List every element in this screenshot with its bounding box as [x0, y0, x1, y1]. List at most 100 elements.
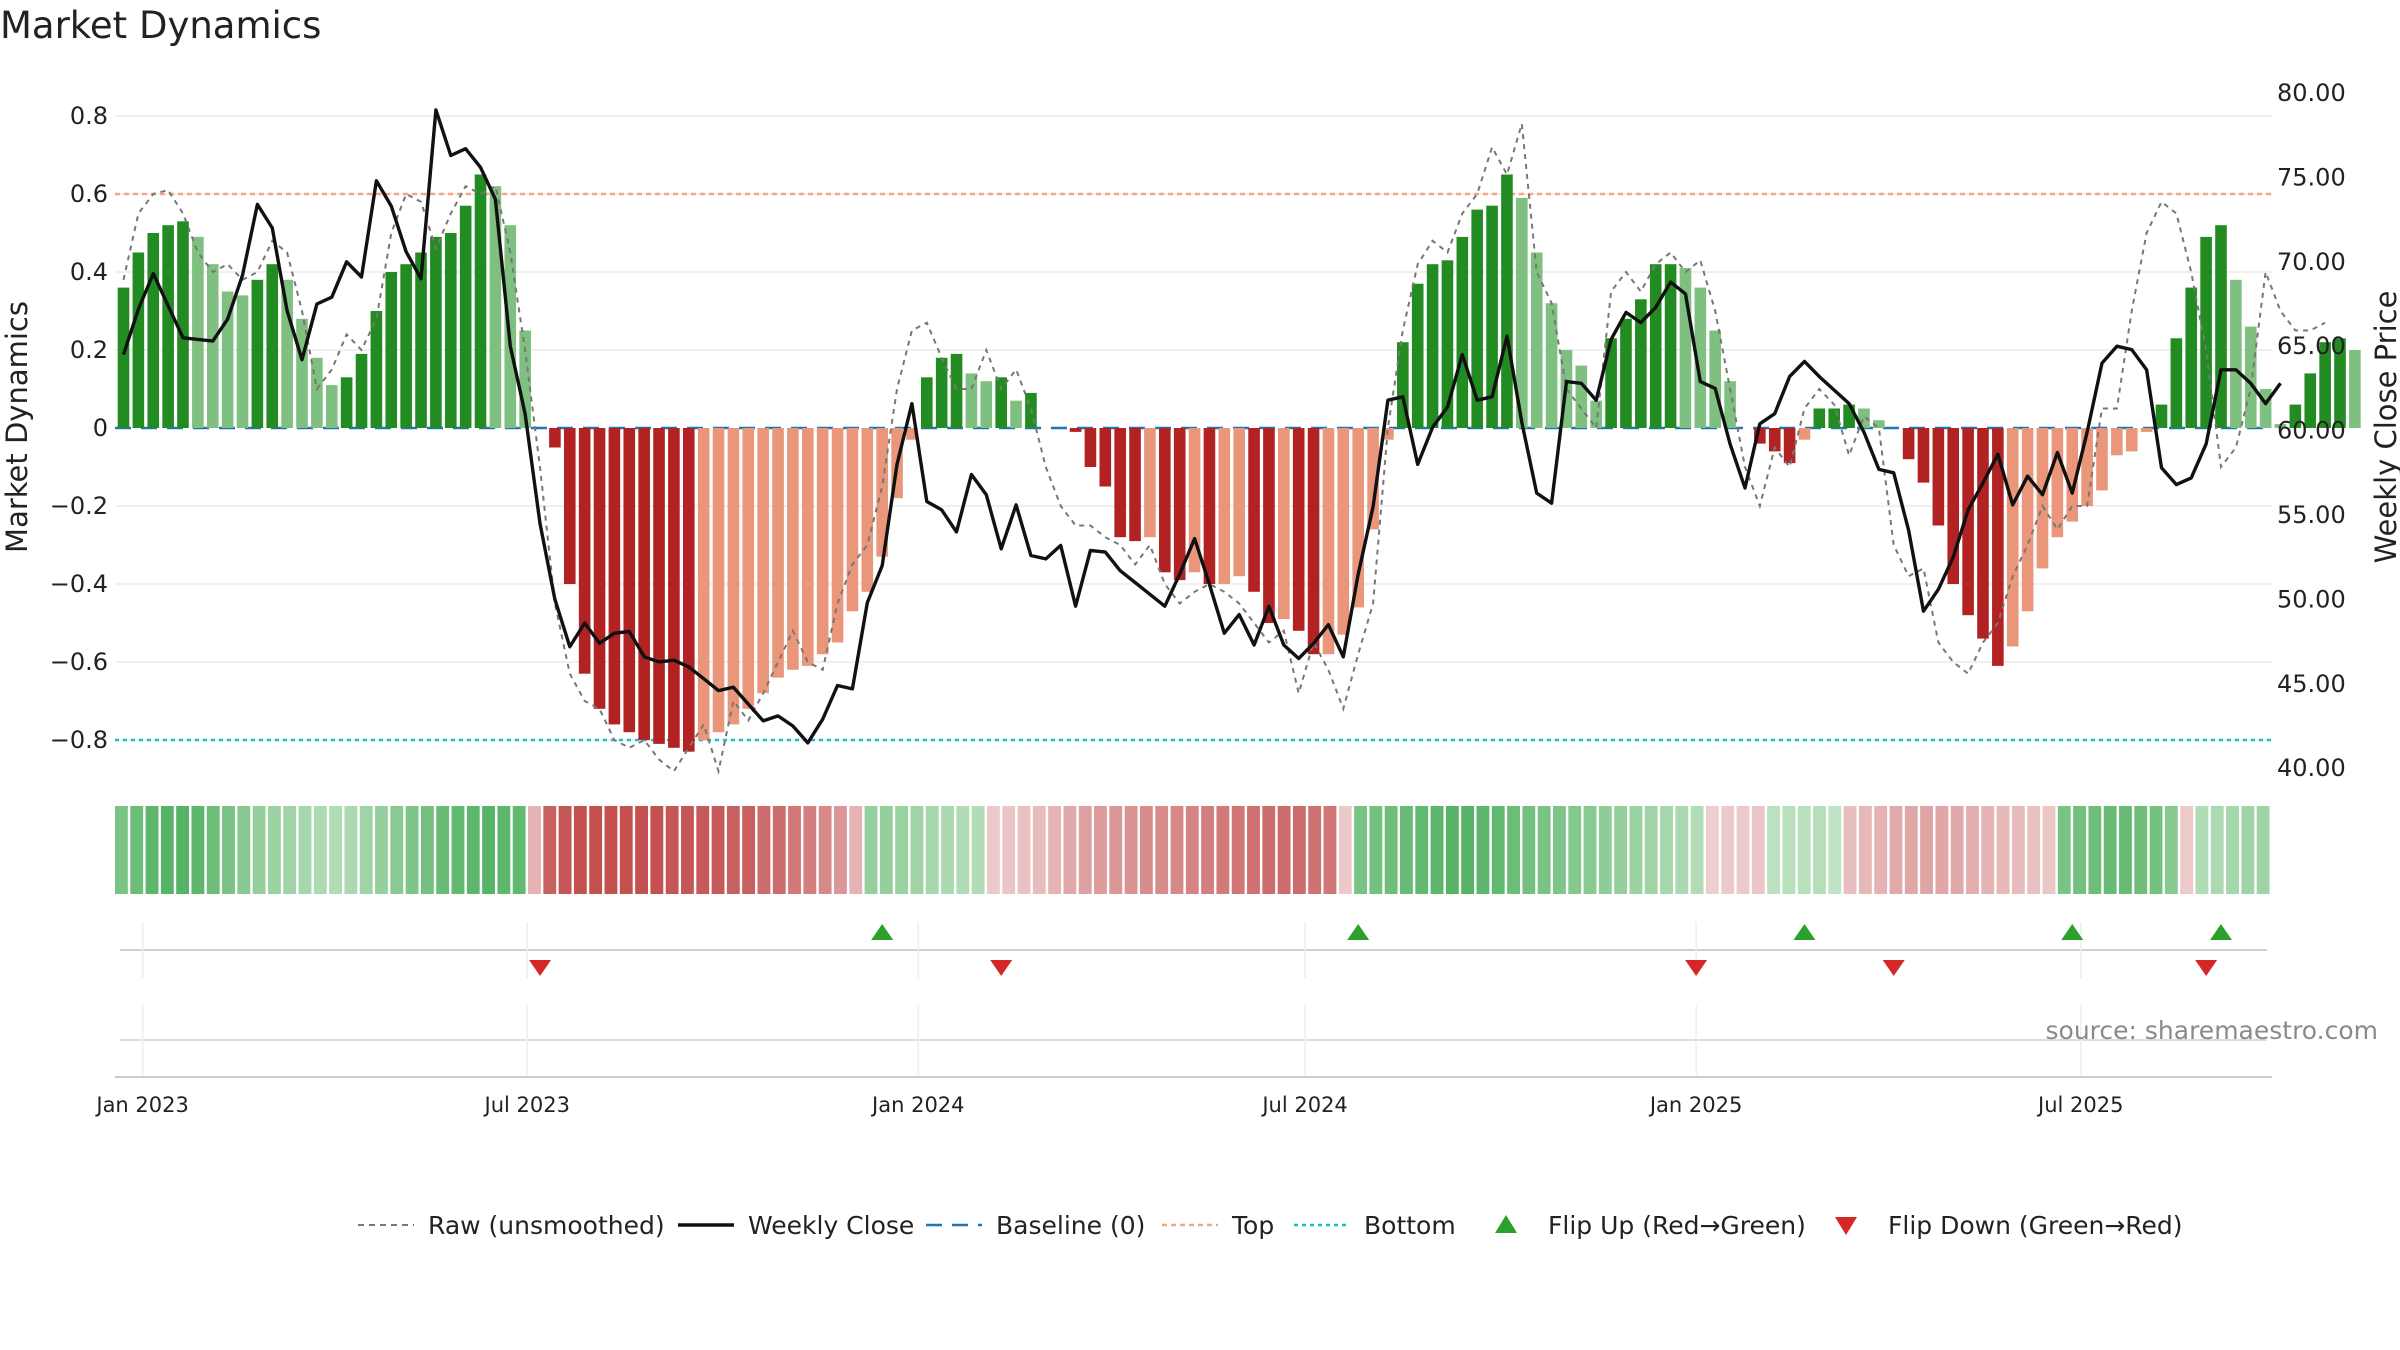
- legend-baseline-label: Baseline (0): [996, 1211, 1145, 1240]
- dynamics-bar: [2334, 338, 2346, 428]
- heat-strip-cell: [115, 806, 128, 894]
- dynamics-bar: [801, 428, 814, 666]
- heat-strip-cell: [1813, 806, 1826, 894]
- dynamics-bar: [162, 225, 174, 428]
- dynamics-bar: [1456, 236, 1469, 428]
- dynamics-bar: [1694, 287, 1707, 428]
- flip-up-marker: [1793, 924, 1816, 940]
- dynamics-bar: [1917, 428, 1930, 483]
- dynamics-bar: [2259, 389, 2272, 428]
- dynamics-bar: [920, 377, 933, 428]
- dynamics-bar: [1724, 381, 1736, 428]
- heat-strip-cell: [1828, 806, 1842, 894]
- dynamics-bar: [1069, 428, 1082, 432]
- heat-strip-cell: [772, 806, 786, 894]
- dynamics-bar: [132, 252, 145, 428]
- heat-strip-cell: [2103, 806, 2117, 894]
- dynamics-bar: [1203, 428, 1216, 584]
- heat-strip-cell: [1017, 806, 1031, 894]
- dynamics-bar: [1620, 318, 1632, 428]
- dynamics-bar: [1768, 428, 1781, 452]
- dynamics-bar: [697, 428, 710, 740]
- heat-strip-cell: [558, 806, 572, 894]
- heat-strip-cell: [2210, 806, 2224, 894]
- heat-strip-cell: [390, 806, 404, 894]
- x-tick-label: Jul 2025: [2036, 1093, 2123, 1117]
- dynamics-bar: [608, 428, 621, 725]
- dynamics-bar: [831, 428, 844, 643]
- dynamics-bar: [177, 221, 189, 428]
- heat-strip-cell: [1308, 806, 1322, 894]
- heat-strip-cell: [956, 806, 970, 894]
- heat-strip-cell: [1201, 806, 1214, 894]
- dynamics-bar: [2215, 225, 2227, 428]
- right-tick-label: 40.00: [2277, 754, 2346, 782]
- dynamics-bar: [1813, 408, 1826, 428]
- heat-strip-cell: [2027, 806, 2041, 894]
- dynamics-bar: [727, 428, 740, 725]
- right-tick-label: 80.00: [2277, 79, 2346, 107]
- heat-strip-cell: [742, 806, 756, 894]
- heat-strip-cell: [2241, 806, 2255, 894]
- heat-strip-cell: [1002, 806, 1016, 894]
- flip-markers: [529, 924, 2232, 976]
- flip-up-marker: [2061, 924, 2084, 940]
- heat-strip-cell: [1461, 806, 1475, 894]
- dynamics-bar: [2096, 428, 2108, 491]
- heat-strip-cell: [482, 806, 495, 894]
- dynamics-bar: [385, 272, 398, 428]
- heat-strip-cell: [711, 806, 725, 894]
- heat-strip-cell: [1981, 806, 1995, 894]
- heat-strip-cell: [573, 806, 587, 894]
- right-tick-label: 45.00: [2277, 670, 2346, 698]
- empty-bottom-panel: [115, 1005, 2272, 1078]
- dynamics-bar: [459, 205, 472, 428]
- heat-strip-cell: [1843, 806, 1857, 894]
- heat-strip-cell: [2256, 806, 2270, 894]
- dynamics-bar: [192, 236, 204, 428]
- left-tick-label: −0.8: [50, 726, 108, 754]
- dynamics-bar: [861, 428, 874, 592]
- heat-strip-cell: [528, 806, 541, 894]
- dynamics-bar: [950, 353, 963, 428]
- heat-strip-cell: [650, 806, 664, 894]
- dynamics-bar: [2185, 287, 2198, 428]
- heat-strip-cell: [466, 806, 480, 894]
- dynamics-bar: [2200, 236, 2212, 428]
- heat-strip-cell: [313, 806, 327, 894]
- right-tick-label: 75.00: [2277, 163, 2346, 191]
- dynamics-bar: [1605, 338, 1617, 428]
- dynamics-bar: [2230, 279, 2242, 428]
- heat-strip-cell: [1384, 806, 1398, 894]
- heat-strip-cell: [1277, 806, 1291, 894]
- dynamics-bar: [772, 428, 784, 678]
- dynamics-bar: [489, 186, 502, 428]
- dynamics-bar: [1367, 428, 1379, 530]
- heat-strip-cell: [1767, 806, 1781, 894]
- dynamics-bar: [1977, 428, 1989, 639]
- heat-strip-cell: [1231, 806, 1245, 894]
- dynamics-bar: [1188, 428, 1201, 573]
- dynamics-bar: [221, 291, 234, 428]
- flip-down-marker: [1685, 960, 1708, 976]
- dynamics-bar: [563, 428, 576, 584]
- heat-strip-cell: [1094, 806, 1107, 894]
- dynamics-bar: [2140, 428, 2153, 432]
- heat-strip-cell: [1507, 806, 1520, 894]
- heat-strip-cell: [1660, 806, 1673, 894]
- dynamics-bar: [2111, 428, 2123, 456]
- x-tick-label: Jan 2024: [870, 1093, 965, 1117]
- heat-strip-cell: [543, 806, 557, 894]
- left-tick-label: 0.8: [70, 102, 108, 130]
- right-tick-label: 55.00: [2277, 501, 2346, 529]
- dynamics-bar: [2170, 338, 2183, 428]
- heat-strip-cell: [757, 806, 771, 894]
- heat-strip-cell: [206, 806, 220, 894]
- heat-strip-cell: [1950, 806, 1964, 894]
- dynamics-bar: [400, 264, 412, 428]
- dynamics-bar: [549, 428, 561, 448]
- dynamics-bar: [2319, 342, 2331, 428]
- legend-flip-down-label: Flip Down (Green→Red): [1888, 1211, 2183, 1240]
- dynamics-bar: [1084, 428, 1097, 467]
